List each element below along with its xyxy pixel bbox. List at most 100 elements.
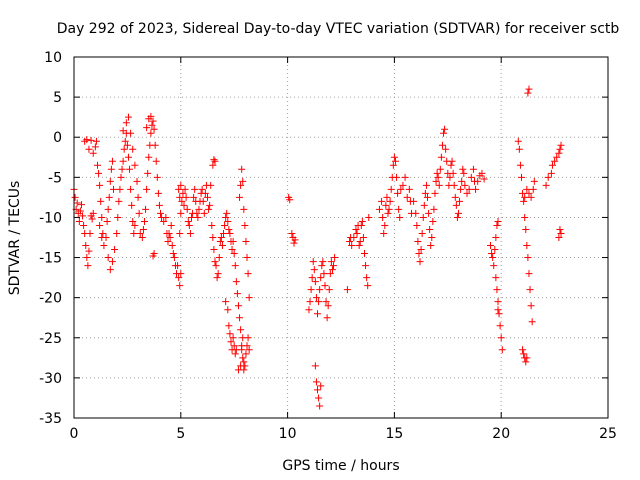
x-tick-label: 0 — [70, 426, 79, 442]
data-point — [317, 274, 325, 282]
data-point — [89, 149, 97, 157]
data-point — [111, 246, 119, 254]
data-point — [215, 254, 223, 262]
data-point — [356, 238, 364, 246]
data-point — [454, 209, 462, 217]
data-point — [118, 165, 126, 173]
data-point — [170, 254, 178, 262]
data-point — [84, 262, 92, 270]
data-point — [245, 294, 253, 302]
data-point — [245, 346, 253, 354]
data-point — [123, 141, 131, 149]
data-point — [117, 173, 125, 181]
data-point — [515, 145, 523, 153]
data-point — [229, 238, 237, 246]
data-point — [480, 175, 488, 183]
data-point — [556, 225, 564, 233]
data-point — [233, 290, 241, 298]
data-point — [399, 181, 407, 189]
data-point — [110, 185, 118, 193]
data-point — [311, 362, 319, 370]
data-point — [230, 342, 238, 350]
data-point — [77, 201, 85, 209]
data-point — [528, 318, 536, 326]
data-point — [319, 258, 327, 266]
data-point — [557, 141, 565, 149]
data-point — [130, 229, 138, 237]
data-point — [522, 225, 530, 233]
y-tick-label: -35 — [39, 411, 62, 427]
y-tick-label: 0 — [53, 130, 62, 146]
data-point — [493, 221, 501, 229]
data-point — [236, 314, 244, 322]
data-point — [425, 209, 433, 217]
data-point — [446, 173, 454, 181]
data-point — [162, 213, 170, 221]
data-point — [103, 217, 111, 225]
data-point — [191, 185, 199, 193]
data-point — [427, 242, 435, 250]
data-point — [113, 229, 121, 237]
data-point — [239, 177, 247, 185]
data-point — [418, 229, 426, 237]
data-point — [420, 201, 428, 209]
data-point — [308, 274, 316, 282]
data-point — [92, 137, 100, 145]
data-point — [121, 137, 129, 145]
data-point — [83, 136, 91, 144]
data-point — [441, 125, 449, 133]
data-point — [131, 161, 139, 169]
data-point — [167, 221, 175, 229]
data-point — [413, 221, 421, 229]
data-point — [190, 193, 198, 201]
data-point — [415, 250, 423, 258]
data-point — [183, 205, 191, 213]
data-point — [520, 350, 528, 358]
data-point — [187, 213, 195, 221]
x-tick-labels: 0 5 10 15 20 25 — [70, 426, 617, 442]
data-point — [469, 165, 477, 173]
data-point — [321, 282, 329, 290]
data-point — [557, 229, 565, 237]
data-point — [222, 298, 230, 306]
data-point — [140, 217, 148, 225]
data-point — [387, 185, 395, 193]
data-point — [430, 205, 438, 213]
data-point — [310, 266, 318, 274]
data-point — [237, 181, 245, 189]
data-point — [312, 294, 320, 302]
data-point — [364, 282, 372, 290]
data-point — [520, 197, 528, 205]
data-point — [211, 258, 219, 266]
data-point — [378, 197, 386, 205]
data-point — [76, 207, 84, 215]
data-point — [182, 193, 190, 201]
data-point — [379, 213, 387, 221]
data-point — [428, 234, 436, 241]
data-point — [238, 165, 246, 173]
data-point — [448, 157, 456, 165]
data-point — [525, 189, 533, 197]
data-point — [419, 213, 427, 221]
data-point — [433, 169, 441, 177]
data-point — [86, 229, 94, 237]
data-point — [421, 189, 429, 197]
data-point — [176, 229, 184, 237]
data-point — [102, 234, 110, 241]
data-point — [521, 193, 529, 201]
data-point — [165, 229, 173, 237]
data-point — [458, 177, 466, 185]
data-point — [325, 286, 333, 294]
data-point — [193, 209, 201, 217]
data-point — [177, 270, 185, 278]
data-point — [176, 282, 184, 290]
data-point — [375, 205, 383, 213]
data-point — [136, 229, 144, 237]
data-point — [429, 217, 437, 225]
data-point — [365, 213, 373, 221]
data-point — [467, 173, 475, 181]
data-point — [498, 346, 506, 354]
data-point — [523, 185, 531, 193]
data-point — [127, 129, 135, 137]
data-point — [495, 310, 503, 318]
